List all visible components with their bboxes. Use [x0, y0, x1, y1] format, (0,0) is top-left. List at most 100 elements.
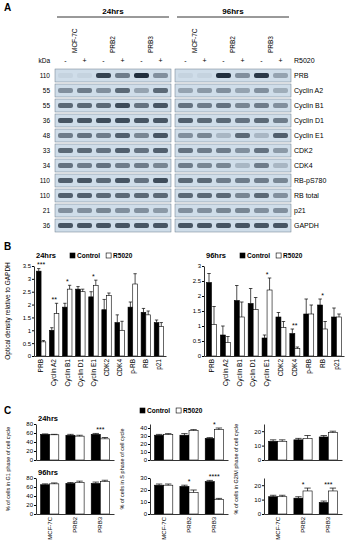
- blot-strip: [175, 84, 291, 97]
- bar: [337, 317, 342, 356]
- bar: [133, 284, 138, 356]
- blot-band: [197, 193, 212, 198]
- y-tick-label: 60: [26, 430, 33, 436]
- error-bar-cap: [268, 278, 272, 279]
- y-tick-mark: [202, 281, 204, 282]
- blot-strip: [55, 114, 171, 127]
- blot-band: [273, 148, 288, 153]
- error-bar-cap: [277, 312, 281, 313]
- protein-label: Cyclin D1: [294, 117, 324, 125]
- blot-band: [273, 223, 288, 228]
- error-bar: [291, 329, 295, 334]
- blot-band: [134, 223, 149, 228]
- plot-area: [207, 274, 342, 357]
- error-bar: [142, 308, 145, 312]
- blot-band: [254, 178, 269, 183]
- bar: [159, 326, 164, 356]
- blot-strip: [55, 69, 171, 82]
- blot-band: [153, 163, 168, 168]
- blot-strip: [55, 189, 171, 202]
- y-tick-label: 40: [26, 493, 33, 499]
- y-tick-mark: [34, 487, 36, 488]
- treatment-sign: +: [158, 57, 162, 64]
- blot-band: [96, 163, 111, 168]
- error-bar: [221, 326, 225, 335]
- blot-band: [273, 133, 288, 138]
- error-bar: [94, 280, 97, 285]
- error-bar: [93, 433, 99, 435]
- blot-strip: [55, 159, 171, 172]
- y-tick: 0: [258, 511, 264, 517]
- blot-band: [273, 163, 288, 168]
- blot-band: [96, 118, 111, 123]
- blot-strip: [55, 219, 171, 232]
- error-bar-stem: [51, 328, 52, 331]
- x-tick: MCF-7C: [275, 514, 281, 540]
- x-tick-label: Cyclin B1: [64, 359, 72, 387]
- blot-band: [178, 193, 193, 198]
- blot-band: [216, 73, 231, 78]
- error-bar: [190, 429, 196, 431]
- bar: [155, 435, 164, 460]
- protein-label: RB total: [294, 192, 319, 199]
- blot-band: [254, 193, 269, 198]
- error-bar: [147, 311, 150, 315]
- blot-band: [58, 133, 73, 138]
- bar: [41, 342, 46, 356]
- error-bar-stem: [209, 274, 210, 283]
- kda-value: 36: [43, 222, 51, 229]
- bar: [141, 312, 146, 356]
- x-axis-line: [265, 514, 343, 515]
- error-bar-cap: [254, 297, 257, 298]
- error-bar-cap: [67, 434, 73, 435]
- bar-chart: 00.511.522.53PRBCyclin A2Cyclin B1Cyclin…: [193, 251, 345, 387]
- error-bar-stem: [143, 308, 144, 312]
- x-tick: Cyclin A2: [50, 356, 58, 386]
- blot-band: [134, 163, 149, 168]
- error-bar: [254, 298, 257, 310]
- blot-strip: [175, 189, 291, 202]
- bar: [102, 310, 107, 356]
- x-tick: PRB2: [72, 514, 78, 533]
- significance-label: *: [66, 278, 69, 285]
- x-tick: p-RB: [305, 356, 313, 374]
- error-bar-cap: [67, 482, 73, 483]
- x-tick-label: PRB3: [325, 516, 331, 532]
- treatment-sign: +: [82, 57, 86, 64]
- bar: [80, 292, 85, 356]
- cell-line-label: PRB3: [147, 36, 154, 53]
- blot-band: [178, 103, 193, 108]
- bar: [234, 301, 239, 357]
- blot-band: [235, 178, 250, 183]
- error-bar-stem: [130, 302, 131, 307]
- error-bar-stem: [306, 299, 307, 314]
- y-tick-mark: [148, 428, 150, 429]
- protein-label: PRB: [294, 72, 309, 79]
- cell-line-label: MCF-7C: [191, 28, 198, 53]
- y-tick-mark: [262, 431, 264, 432]
- y-tick-label: 30: [140, 433, 147, 439]
- x-tick-label: CDK2: [277, 359, 284, 377]
- plot-area: [155, 480, 224, 514]
- y-tick: 80: [26, 475, 36, 481]
- error-bar-cap: [181, 433, 187, 434]
- y-tick: 60: [26, 484, 36, 490]
- y-tick-mark: [34, 478, 36, 479]
- error-bar-stem: [148, 311, 149, 315]
- error-bar-cap: [165, 484, 171, 485]
- bar: [41, 434, 50, 460]
- error-bar-stem: [311, 305, 312, 314]
- error-bar: [116, 315, 119, 323]
- error-bar: [156, 434, 162, 436]
- error-bar-stem: [283, 322, 284, 328]
- significance-label: ***: [96, 426, 104, 433]
- bar: [155, 485, 164, 514]
- bar: [269, 441, 278, 460]
- y-tick-mark: [34, 424, 36, 425]
- protein-label: Cyclin A2: [294, 87, 323, 95]
- blot-band: [153, 193, 168, 198]
- x-tick-label: PRB3: [97, 516, 103, 532]
- blot-band: [77, 223, 92, 228]
- blot-band: [254, 103, 269, 108]
- blot-band: [178, 163, 193, 168]
